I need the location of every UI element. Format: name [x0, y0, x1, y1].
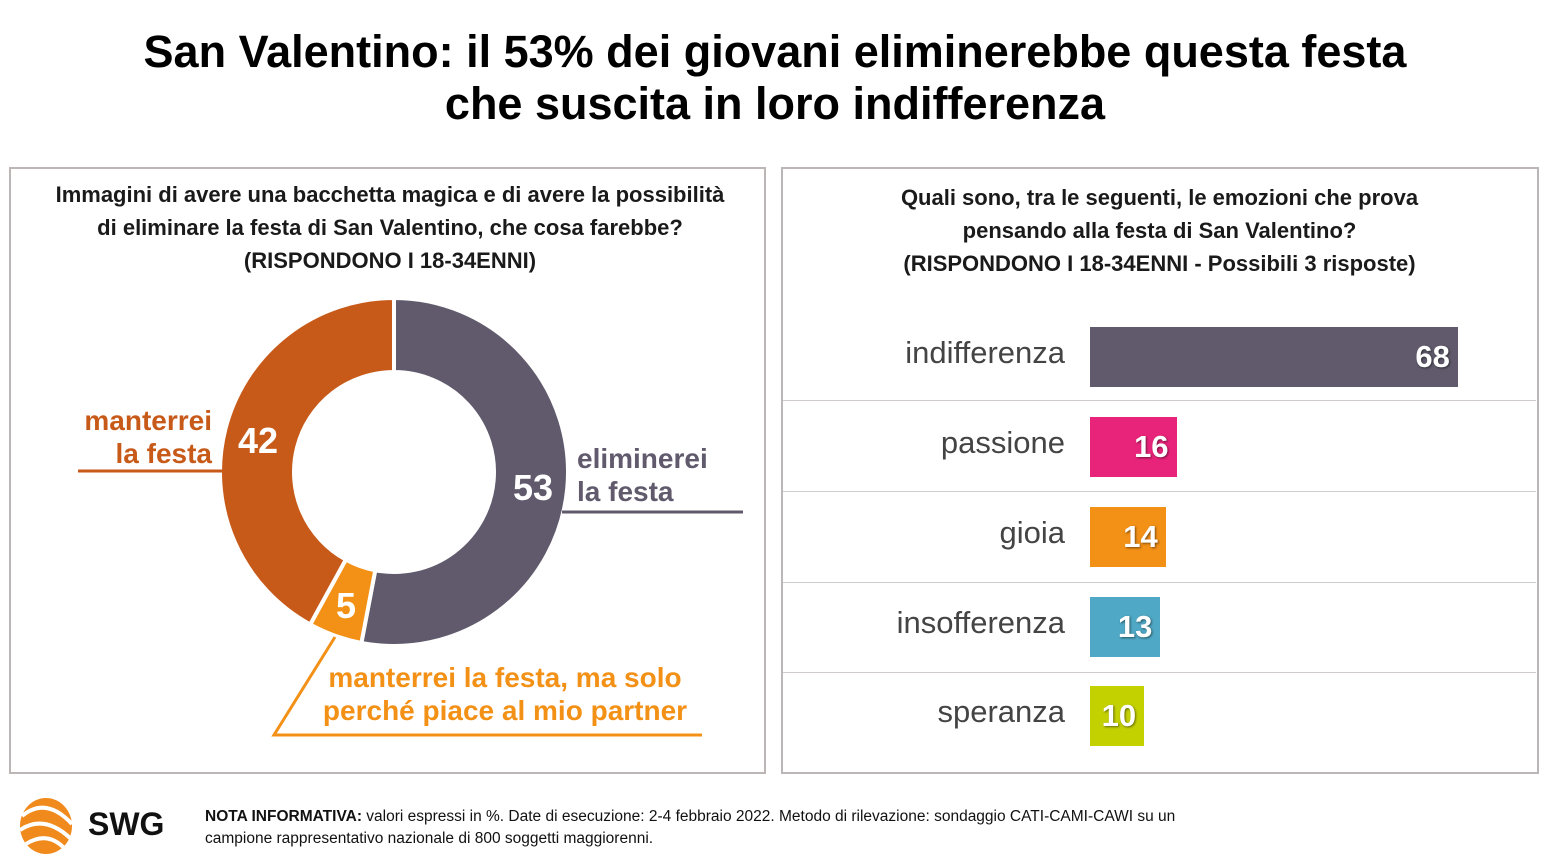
slice-value-partner: 5 — [336, 585, 356, 626]
row-divider — [783, 672, 1536, 673]
bar-label: indifferenza — [905, 335, 1065, 370]
bar-label: insofferenza — [896, 605, 1065, 640]
swg-logo-icon — [14, 796, 78, 856]
label-keep: manterrei la festa — [84, 405, 212, 469]
bar: 13 — [1090, 597, 1161, 657]
row-divider — [783, 400, 1536, 401]
label-eliminate: eliminerei la festa — [577, 443, 708, 507]
page-title: San Valentino: il 53% dei giovani elimin… — [143, 26, 1407, 129]
bar-label: speranza — [937, 694, 1065, 729]
donut-panel — [9, 167, 766, 774]
row-divider — [783, 582, 1536, 583]
swg-logo-text: SWG — [88, 806, 165, 842]
label-partner: manterrei la festa, ma solo perché piace… — [322, 662, 688, 726]
bar: 68 — [1090, 327, 1458, 387]
bar: 16 — [1090, 417, 1177, 477]
bar-label: passione — [940, 425, 1065, 460]
slice-keep — [218, 295, 396, 628]
bar-label: gioia — [999, 515, 1066, 550]
footer-note: NOTA INFORMATIVA: valori espressi in %. … — [205, 808, 1176, 847]
bar-question: Quali sono, tra le seguenti, le emozioni… — [900, 185, 1419, 276]
bar-panel — [781, 167, 1539, 774]
leader-line-partner — [271, 636, 702, 737]
slice-value-keep: 42 — [238, 420, 278, 461]
slice-value-eliminate: 53 — [513, 467, 553, 508]
donut-question: Immagini di avere una bacchetta magica e… — [55, 182, 725, 273]
bar: 10 — [1090, 686, 1145, 746]
row-divider — [783, 491, 1536, 492]
bar: 14 — [1090, 507, 1166, 567]
slice-eliminate — [359, 295, 570, 648]
